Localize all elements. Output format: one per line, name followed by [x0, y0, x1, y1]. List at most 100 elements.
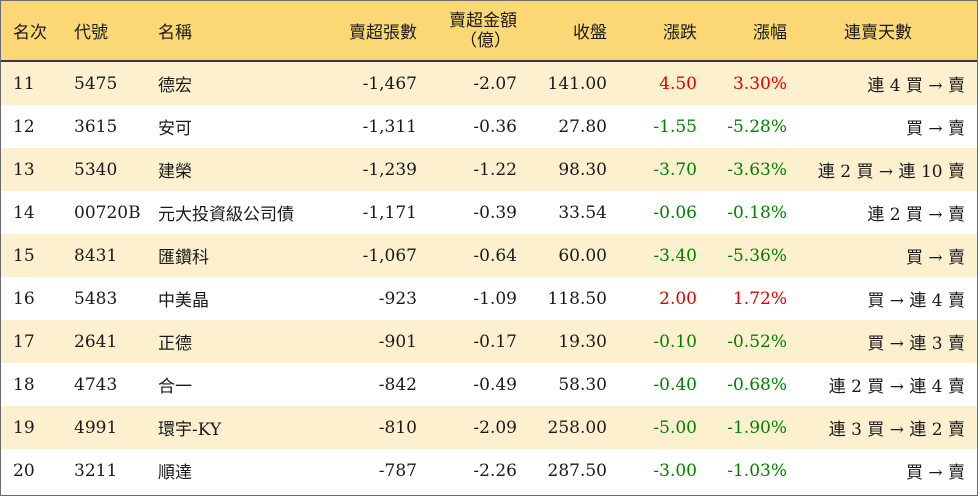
- header-net-sell-volume[interactable]: 賣超張數: [349, 23, 417, 43]
- table-row[interactable]: 20 3211 順達 -787 -2.26 287.50 -3.00 -1.03% 買 → 賣: [1, 449, 977, 492]
- code-cell: 5475: [74, 73, 118, 94]
- change-pct-cell: -5.36%: [727, 245, 787, 266]
- table-row[interactable]: 11 5475 德宏 -1,467 -2.07 141.00 4.50 3.30% 連 4 買 …: [1, 62, 977, 105]
- table-row[interactable]: 12 3615 安可 -1,311 -0.36 27.80 -1.55 -5.28% 買 → 賣: [1, 105, 977, 148]
- streak-cell: 連 3 買 → 連 2 賣: [828, 420, 965, 440]
- code-cell: 00720B: [74, 202, 141, 223]
- code-cell: 8431: [74, 245, 118, 266]
- close-cell: 58.30: [558, 374, 607, 395]
- name-cell: 匯鑽科: [158, 248, 209, 268]
- code-cell: 3211: [74, 460, 118, 481]
- table-row[interactable]: 19 4991 環宇-KY -810 -2.09 258.00 -5.00 -1.90% 連 3…: [1, 406, 977, 449]
- net-sell-amount-cell: -0.49: [473, 374, 517, 395]
- streak-cell: 買 → 連 3 賣: [867, 334, 965, 354]
- change-cell: -0.10: [653, 331, 697, 352]
- code-cell: 5483: [74, 288, 118, 309]
- close-cell: 60.00: [558, 245, 607, 266]
- net-sell-volume-cell: -842: [378, 374, 417, 395]
- net-sell-amount-cell: -1.09: [473, 288, 517, 309]
- header-streak[interactable]: 連賣天數: [844, 23, 912, 43]
- header-change[interactable]: 漲跌: [663, 23, 697, 43]
- net-sell-volume-cell: -1,311: [362, 116, 417, 137]
- streak-cell: 買 → 賣: [905, 248, 965, 268]
- rank-cell: 15: [13, 245, 35, 266]
- streak-cell: 買 → 賣: [905, 119, 965, 139]
- header-code[interactable]: 代號: [74, 23, 108, 43]
- net-sell-amount-cell: -0.17: [473, 331, 517, 352]
- name-cell: 元大投資級公司債: [158, 205, 294, 225]
- streak-cell: 連 4 買 → 賣: [867, 76, 965, 96]
- net-sell-amount-cell: -2.07: [473, 73, 517, 94]
- net-sell-volume-cell: -1,171: [362, 202, 417, 223]
- header-net-sell-amount-line2: （億）: [460, 30, 511, 51]
- net-sell-volume-cell: -787: [378, 460, 417, 481]
- change-cell: -5.00: [653, 417, 697, 438]
- table-row[interactable]: 15 8431 匯鑽科 -1,067 -0.64 60.00 -3.40 -5.36% 買 → …: [1, 234, 977, 277]
- code-cell: 3615: [74, 116, 118, 137]
- header-net-sell-amount[interactable]: 賣超金額 （億）: [421, 1, 517, 60]
- change-pct-cell: -0.68%: [727, 374, 787, 395]
- rank-cell: 16: [13, 288, 35, 309]
- header-rank[interactable]: 名次: [13, 23, 47, 43]
- name-cell: 中美晶: [158, 291, 209, 311]
- rank-cell: 20: [13, 460, 35, 481]
- name-cell: 正德: [158, 334, 192, 354]
- name-cell: 德宏: [158, 76, 192, 96]
- net-sell-amount-cell: -2.09: [473, 417, 517, 438]
- streak-cell: 買 → 賣: [905, 463, 965, 483]
- streak-cell: 連 2 買 → 賣: [867, 205, 965, 225]
- table-row[interactable]: 18 4743 合一 -842 -0.49 58.30 -0.40 -0.68% 連 2 買 →…: [1, 363, 977, 406]
- table-row[interactable]: 17 2641 正德 -901 -0.17 19.30 -0.10 -0.52% 買 → 連 3…: [1, 320, 977, 363]
- net-sell-amount-cell: -1.22: [473, 159, 517, 180]
- change-pct-cell: 3.30%: [732, 73, 787, 94]
- change-pct-cell: -1.90%: [727, 417, 787, 438]
- rank-cell: 13: [13, 159, 35, 180]
- streak-cell: 買 → 連 4 賣: [867, 291, 965, 311]
- table-row[interactable]: 16 5483 中美晶 -923 -1.09 118.50 2.00 1.72% 買 → 連 4…: [1, 277, 977, 320]
- close-cell: 287.50: [547, 460, 607, 481]
- name-cell: 安可: [158, 119, 192, 139]
- change-pct-cell: -5.28%: [727, 116, 787, 137]
- code-cell: 5340: [74, 159, 118, 180]
- net-sell-volume-cell: -923: [378, 288, 417, 309]
- header-net-sell-amount-line1: 賣超金額: [449, 10, 517, 31]
- net-sell-volume-cell: -1,239: [362, 159, 417, 180]
- code-cell: 4743: [74, 374, 118, 395]
- close-cell: 258.00: [547, 417, 607, 438]
- close-cell: 141.00: [547, 73, 607, 94]
- close-cell: 98.30: [558, 159, 607, 180]
- name-cell: 順達: [158, 463, 192, 483]
- close-cell: 19.30: [558, 331, 607, 352]
- name-cell: 合一: [158, 377, 192, 397]
- net-sell-volume-cell: -901: [378, 331, 417, 352]
- change-pct-cell: -3.63%: [727, 159, 787, 180]
- net-sell-amount-cell: -2.26: [473, 460, 517, 481]
- header-close[interactable]: 收盤: [573, 23, 607, 43]
- change-pct-cell: 1.72%: [732, 288, 787, 309]
- net-sell-volume-cell: -1,467: [362, 73, 417, 94]
- rank-cell: 14: [13, 202, 35, 223]
- rank-cell: 11: [13, 73, 35, 94]
- table-header: 名次 代號 名稱 賣超張數 賣超金額 （億） 收盤 漲跌 漲幅 連賣天數: [1, 1, 977, 62]
- rank-cell: 19: [13, 417, 35, 438]
- code-cell: 4991: [74, 417, 118, 438]
- change-cell: 4.50: [659, 73, 697, 94]
- change-cell: -3.00: [653, 460, 697, 481]
- change-cell: 2.00: [659, 288, 697, 309]
- net-sell-volume-cell: -810: [378, 417, 417, 438]
- change-cell: -0.40: [653, 374, 697, 395]
- net-sell-amount-cell: -0.36: [473, 116, 517, 137]
- change-pct-cell: -1.03%: [727, 460, 787, 481]
- name-cell: 建榮: [158, 162, 192, 182]
- header-name[interactable]: 名稱: [158, 23, 192, 43]
- rank-cell: 18: [13, 374, 35, 395]
- change-pct-cell: -0.52%: [727, 331, 787, 352]
- table-row[interactable]: 13 5340 建榮 -1,239 -1.22 98.30 -3.70 -3.63% 連 2 買…: [1, 148, 977, 191]
- close-cell: 27.80: [558, 116, 607, 137]
- rank-cell: 12: [13, 116, 35, 137]
- table-row[interactable]: 14 00720B 元大投資級公司債 -1,171 -0.39 33.54 -0.06 -0.…: [1, 191, 977, 234]
- header-change-pct[interactable]: 漲幅: [753, 23, 787, 43]
- name-cell: 環宇-KY: [158, 420, 222, 440]
- close-cell: 33.54: [558, 202, 607, 223]
